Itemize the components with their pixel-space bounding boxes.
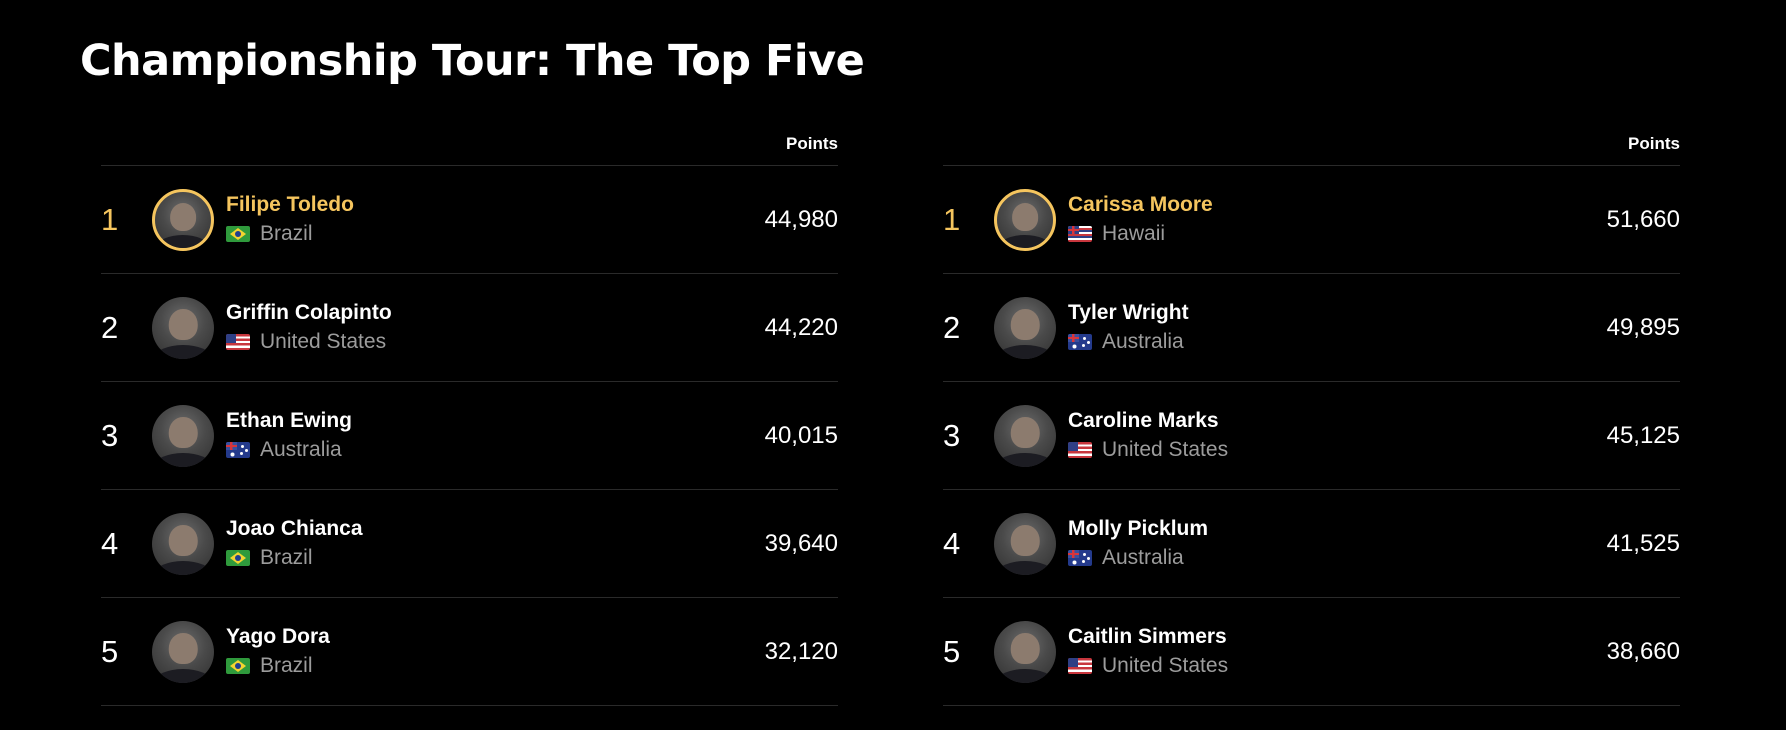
rank: 4 <box>101 525 119 561</box>
athlete-name[interactable]: Joao Chianca <box>226 517 363 540</box>
men-rankings-table: Points 1 Filipe Toledo Brazil 44,980 2 G… <box>101 128 838 706</box>
usa-flag-icon <box>226 334 250 350</box>
athlete-info: Ethan Ewing Australia <box>226 409 352 462</box>
athlete-info: Caitlin Simmers United States <box>1068 625 1228 678</box>
country-line: United States <box>1068 654 1228 678</box>
athlete-avatar[interactable] <box>152 296 214 359</box>
points-column-header: Points <box>786 134 838 153</box>
rank: 5 <box>101 633 119 669</box>
points-value: 49,895 <box>1606 313 1680 341</box>
country-name: United States <box>1102 654 1229 677</box>
athlete-avatar[interactable] <box>994 404 1056 467</box>
country-line: Brazil <box>226 546 363 570</box>
athlete-info: Carissa Moore Hawaii <box>1068 193 1213 246</box>
table-row[interactable]: 4 Molly Picklum Australia 41,525 <box>943 490 1680 598</box>
athlete-avatar[interactable] <box>994 512 1056 575</box>
points-value: 41,525 <box>1606 529 1680 557</box>
rank: 4 <box>943 525 961 561</box>
hawaii-flag-icon <box>1068 226 1092 242</box>
athlete-info: Molly Picklum Australia <box>1068 517 1208 570</box>
brazil-flag-icon <box>226 658 250 674</box>
country-line: Australia <box>1068 546 1208 570</box>
australia-flag-icon <box>226 442 250 458</box>
table-header: Points <box>943 128 1680 166</box>
athlete-info: Caroline Marks United States <box>1068 409 1228 462</box>
athlete-name[interactable]: Carissa Moore <box>1068 193 1213 216</box>
country-name: Australia <box>260 438 342 461</box>
country-line: Brazil <box>226 222 354 246</box>
women-rankings-table: Points 1 Carissa Moore Hawaii 51,660 2 T… <box>943 128 1680 706</box>
country-name: Brazil <box>260 222 313 245</box>
country-line: United States <box>226 330 392 354</box>
points-value: 40,015 <box>764 421 838 449</box>
country-line: Hawaii <box>1068 222 1213 246</box>
points-value: 32,120 <box>764 637 838 665</box>
points-value: 39,640 <box>764 529 838 557</box>
country-line: United States <box>1068 438 1228 462</box>
athlete-name[interactable]: Tyler Wright <box>1068 301 1189 324</box>
rank: 2 <box>943 309 961 345</box>
points-value: 45,125 <box>1606 421 1680 449</box>
points-value: 38,660 <box>1606 637 1680 665</box>
athlete-avatar[interactable] <box>994 620 1056 683</box>
table-row[interactable]: 2 Griffin Colapinto United States 44,220 <box>101 274 838 382</box>
country-line: Australia <box>1068 330 1189 354</box>
athlete-name[interactable]: Griffin Colapinto <box>226 301 392 324</box>
athlete-info: Filipe Toledo Brazil <box>226 193 354 246</box>
country-name: United States <box>1102 438 1229 461</box>
athlete-avatar[interactable] <box>152 404 214 467</box>
athlete-avatar[interactable] <box>994 188 1056 251</box>
rank: 3 <box>943 417 961 453</box>
country-name: Brazil <box>260 654 313 677</box>
table-row[interactable]: 1 Filipe Toledo Brazil 44,980 <box>101 166 838 274</box>
country-name: Brazil <box>260 546 313 569</box>
brazil-flag-icon <box>226 550 250 566</box>
points-value: 51,660 <box>1606 205 1680 233</box>
table-header: Points <box>101 128 838 166</box>
athlete-avatar[interactable] <box>152 620 214 683</box>
rank: 1 <box>943 201 961 237</box>
athlete-name[interactable]: Ethan Ewing <box>226 409 352 432</box>
page-title: Championship Tour: The Top Five <box>80 36 865 86</box>
athlete-name[interactable]: Caroline Marks <box>1068 409 1219 432</box>
athlete-info: Tyler Wright Australia <box>1068 301 1189 354</box>
athlete-info: Joao Chianca Brazil <box>226 517 363 570</box>
rank: 2 <box>101 309 119 345</box>
table-row[interactable]: 3 Caroline Marks United States 45,125 <box>943 382 1680 490</box>
table-row[interactable]: 1 Carissa Moore Hawaii 51,660 <box>943 166 1680 274</box>
points-column-header: Points <box>1628 134 1680 153</box>
table-row[interactable]: 2 Tyler Wright Australia 49,895 <box>943 274 1680 382</box>
athlete-avatar[interactable] <box>152 188 214 251</box>
athlete-avatar[interactable] <box>152 512 214 575</box>
australia-flag-icon <box>1068 334 1092 350</box>
rank: 1 <box>101 201 119 237</box>
athlete-info: Griffin Colapinto United States <box>226 301 392 354</box>
rank: 5 <box>943 633 961 669</box>
usa-flag-icon <box>1068 658 1092 674</box>
table-row[interactable]: 4 Joao Chianca Brazil 39,640 <box>101 490 838 598</box>
brazil-flag-icon <box>226 226 250 242</box>
athlete-name[interactable]: Filipe Toledo <box>226 193 354 216</box>
points-value: 44,220 <box>764 313 838 341</box>
country-line: Brazil <box>226 654 330 678</box>
athlete-avatar[interactable] <box>994 296 1056 359</box>
country-name: United States <box>260 330 387 353</box>
australia-flag-icon <box>1068 550 1092 566</box>
country-line: Australia <box>226 438 352 462</box>
country-name: Australia <box>1102 330 1184 353</box>
table-row[interactable]: 5 Caitlin Simmers United States 38,660 <box>943 598 1680 706</box>
athlete-name[interactable]: Yago Dora <box>226 625 330 648</box>
usa-flag-icon <box>1068 442 1092 458</box>
rank: 3 <box>101 417 119 453</box>
athlete-info: Yago Dora Brazil <box>226 625 330 678</box>
points-value: 44,980 <box>764 205 838 233</box>
table-row[interactable]: 3 Ethan Ewing Australia 40,015 <box>101 382 838 490</box>
athlete-name[interactable]: Caitlin Simmers <box>1068 625 1227 648</box>
country-name: Australia <box>1102 546 1184 569</box>
country-name: Hawaii <box>1102 222 1166 245</box>
athlete-name[interactable]: Molly Picklum <box>1068 517 1209 540</box>
table-row[interactable]: 5 Yago Dora Brazil 32,120 <box>101 598 838 706</box>
